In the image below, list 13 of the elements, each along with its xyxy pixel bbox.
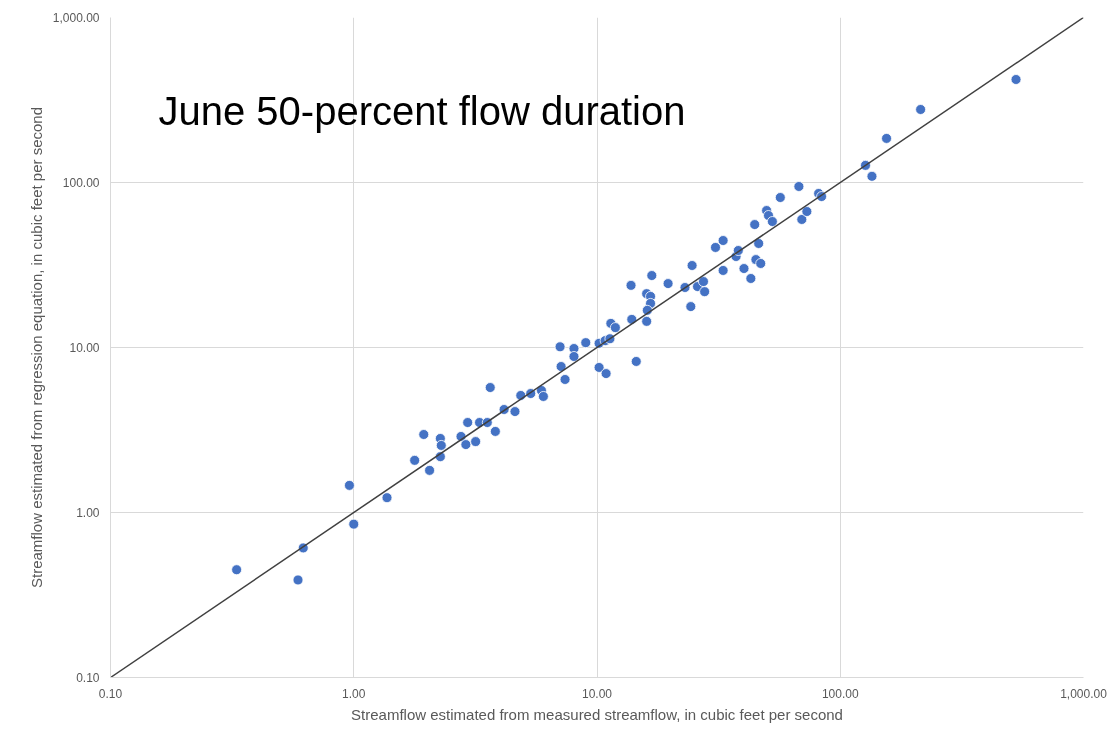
x-tick-label: 10.00 [581, 686, 613, 701]
x-tick-label: 1.00 [342, 686, 366, 701]
y-axis-title: Streamflow estimated from regression equation, in cubic feet per second [27, 106, 45, 589]
y-tick-label: 0.10 [76, 671, 100, 685]
y-tick-label: 100.00 [62, 176, 100, 190]
x-tick-label: 100.00 [821, 686, 859, 701]
x-axis-title: Streamflow estimated from measured streamflow, in cubic feet per second [351, 705, 843, 723]
y-tick-label: 1.00 [76, 506, 100, 520]
y-tick-label: 1,000.00 [52, 11, 100, 25]
x-tick-label: 0.10 [98, 686, 123, 701]
x-tick-label: 1,000.00 [1060, 686, 1108, 701]
text: June 50-percent flow duration [158, 88, 686, 133]
y-tick-label: 10.00 [69, 341, 100, 355]
